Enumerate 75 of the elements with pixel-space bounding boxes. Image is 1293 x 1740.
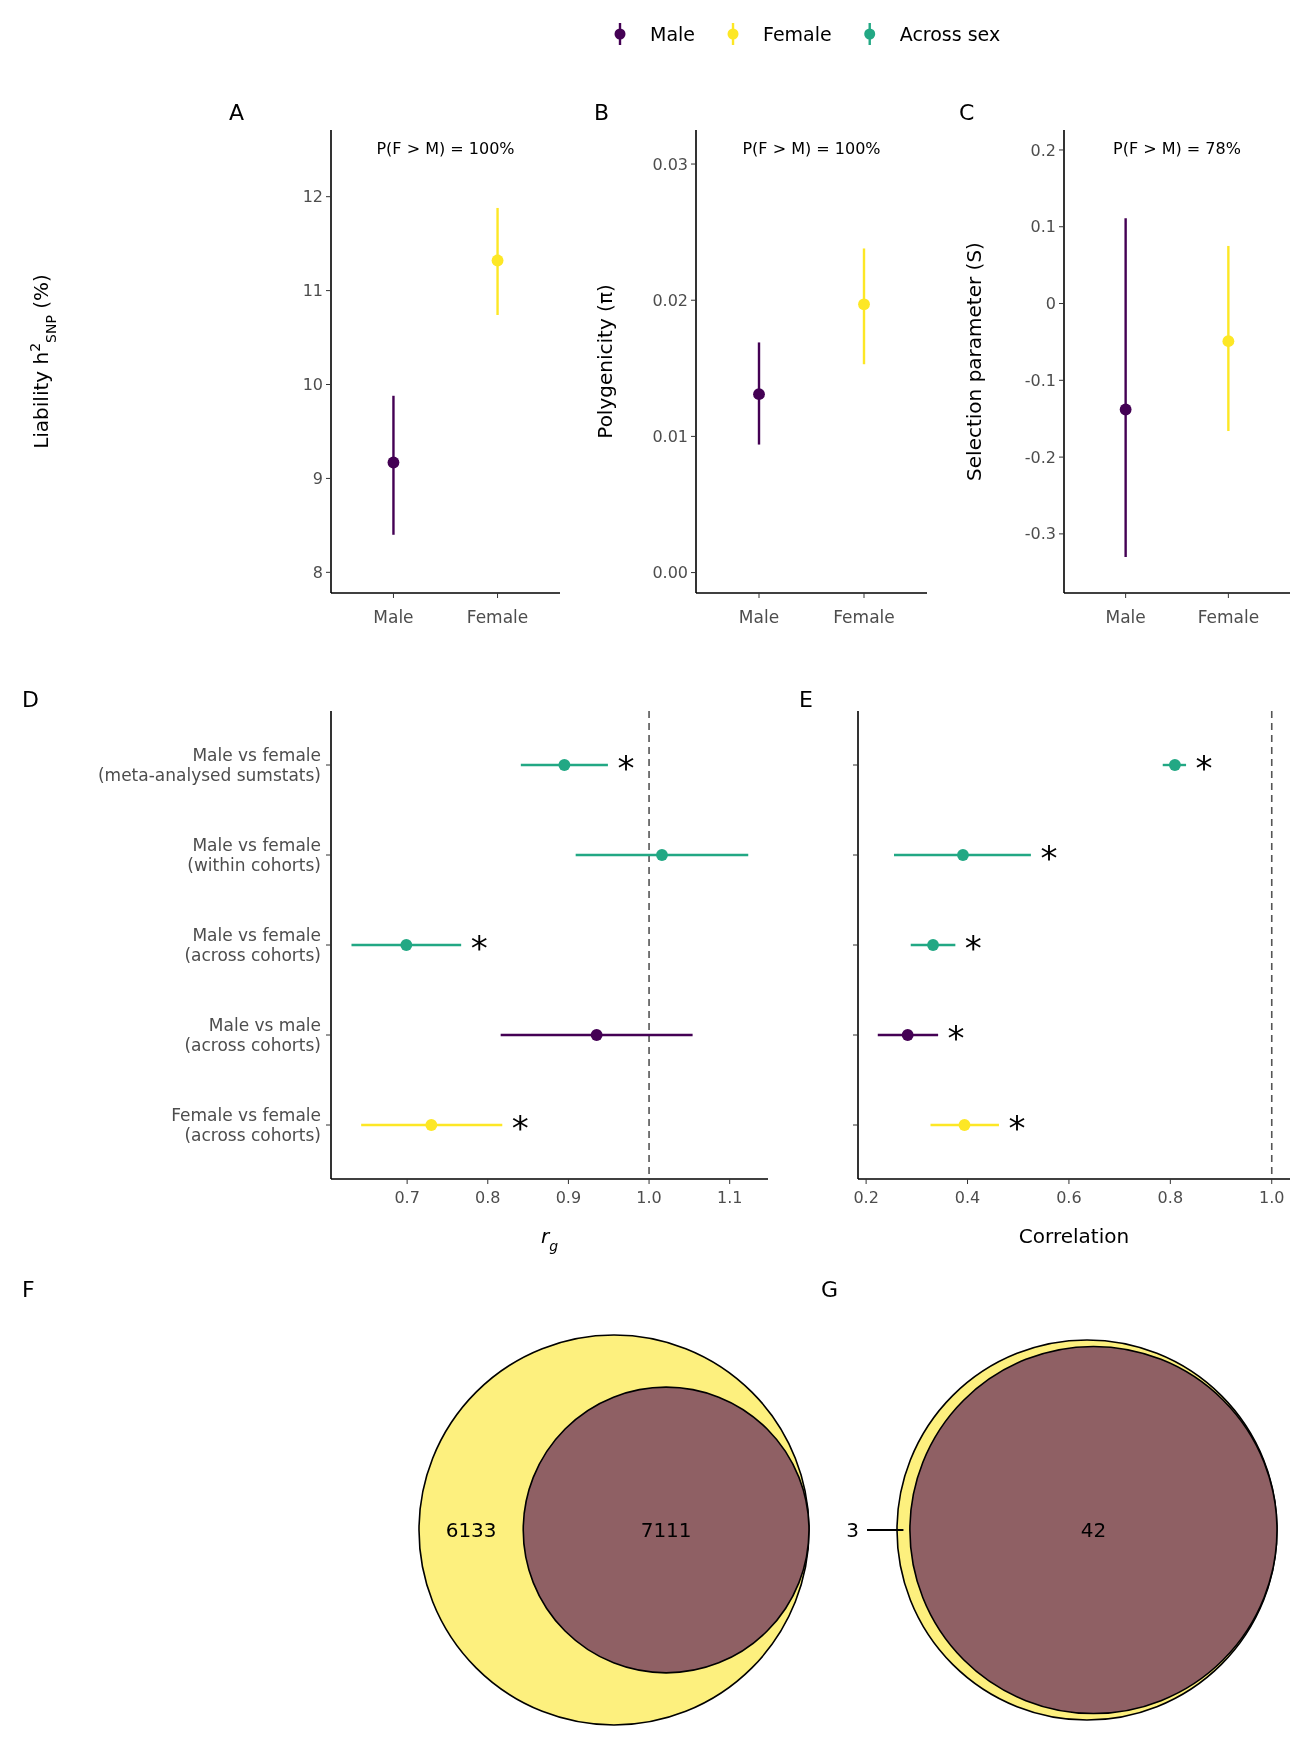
point	[400, 939, 413, 951]
x-tick-label: Female	[466, 606, 529, 627]
annotation: *	[511, 1108, 529, 1148]
y-tick-label: -0.1	[1024, 370, 1056, 390]
y-tick-label: 10	[302, 375, 323, 395]
data-label: 42	[1080, 1518, 1107, 1542]
annotation: *	[964, 928, 982, 968]
annotation: P(F > M) = 78%	[1113, 139, 1241, 158]
y-tick-label: Male vs male (across cohorts)	[184, 1014, 321, 1056]
annotation: P(F > M) = 100%	[376, 139, 515, 158]
x-tick-label: 1.0	[636, 1188, 662, 1207]
legend-label: Male	[650, 22, 696, 45]
point	[558, 759, 571, 771]
x-tick-label: 0.9	[555, 1188, 582, 1207]
y-axis-title: Selection parameter (S)	[962, 242, 986, 481]
y-tick-label: 0.00	[652, 563, 688, 583]
text: D	[22, 687, 39, 712]
x-tick-label: 0.7	[394, 1188, 420, 1207]
y-axis-title: Polygenicity (π)	[593, 284, 617, 439]
y-tick-label: 9	[312, 469, 323, 489]
annotation: *	[1008, 1108, 1026, 1148]
y-tick-label: Male vs female (within cohorts)	[187, 834, 321, 876]
y-tick-label: Male vs female (meta-analysed sumstats)	[97, 744, 321, 786]
x-tick-label: 0.2	[853, 1188, 879, 1207]
y-tick-label: -0.2	[1024, 447, 1056, 467]
chart-title: A	[229, 100, 245, 125]
x-tick-label: 0.8	[475, 1188, 501, 1207]
x-tick-label: Male	[373, 606, 414, 627]
y-tick-label: -0.3	[1024, 524, 1056, 544]
x-tick-label: Male	[1105, 606, 1146, 627]
x-tick-label: Female	[1197, 606, 1260, 627]
point	[927, 939, 939, 951]
y-tick-label: 0.1	[1030, 217, 1056, 237]
annotation: P(F > M) = 100%	[742, 139, 881, 158]
annotation: *	[617, 748, 635, 788]
point	[958, 1119, 971, 1131]
legend-label: Across sex	[899, 22, 1001, 45]
y-tick-label: 0.2	[1030, 140, 1056, 160]
x-axis-title: Correlation	[1018, 1224, 1130, 1248]
x-axis-title: r$_{g}$	[540, 1224, 559, 1254]
text: G	[821, 1277, 839, 1302]
annotation: *	[1195, 748, 1213, 788]
y-tick-label: 0.01	[652, 427, 688, 446]
data-label: 7111	[640, 1518, 692, 1542]
x-tick-label: 0.4	[954, 1188, 981, 1207]
point	[656, 849, 668, 861]
chart-title: B	[594, 100, 610, 125]
y-tick-label: 8	[312, 562, 323, 582]
annotation: *	[470, 928, 488, 968]
y-tick-label: 0.03	[652, 154, 688, 174]
y-tick-label: 0	[1045, 294, 1056, 314]
point	[901, 1029, 914, 1041]
text: F	[22, 1277, 35, 1302]
annotation: *	[947, 1018, 965, 1058]
x-tick-label: 1.0	[1259, 1188, 1285, 1207]
point	[590, 1029, 603, 1041]
legend-label: Female	[763, 22, 832, 45]
data-label: 6133	[445, 1518, 497, 1542]
y-tick-label: 11	[302, 281, 323, 301]
data-label: 3	[846, 1518, 859, 1542]
y-tick-label: Male vs female (across cohorts)	[184, 924, 321, 966]
x-tick-label: Male	[738, 606, 780, 627]
x-tick-label: 0.8	[1157, 1188, 1184, 1207]
y-tick-label: 12	[302, 187, 323, 207]
y-tick-label: 0.02	[652, 290, 688, 310]
x-tick-label: Female	[833, 606, 895, 627]
y-tick-label: Female vs female (across cohorts)	[171, 1104, 321, 1146]
point	[957, 849, 969, 861]
point	[425, 1119, 438, 1131]
annotation: *	[1040, 838, 1058, 878]
chart-title: E	[799, 687, 813, 712]
chart-title: C	[959, 100, 975, 125]
x-tick-label: 0.6	[1056, 1188, 1082, 1207]
point	[1168, 759, 1181, 771]
x-tick-label: 1.1	[716, 1188, 743, 1207]
